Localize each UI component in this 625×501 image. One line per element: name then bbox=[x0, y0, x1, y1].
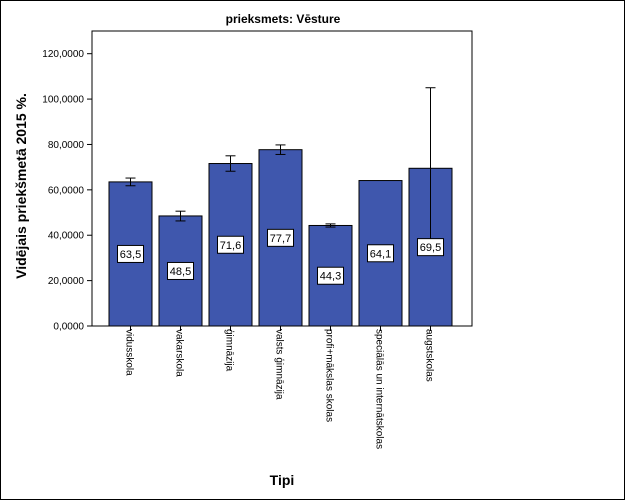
data-label-box bbox=[217, 235, 244, 254]
x-category-label: speciālās un internātskolas bbox=[374, 329, 385, 449]
data-label: 69,5 bbox=[420, 242, 441, 254]
data-label-box bbox=[317, 266, 344, 285]
y-tick-label: 100,0000 bbox=[42, 95, 84, 106]
chart-title: prieksmets: Vēsture bbox=[226, 12, 341, 26]
x-category-label: valsts ģimnāzija bbox=[274, 329, 287, 400]
data-label-box bbox=[167, 261, 194, 280]
data-label: 44,3 bbox=[320, 271, 341, 283]
y-tick-label: 80,0000 bbox=[48, 140, 85, 151]
y-tick-label: 60,0000 bbox=[48, 185, 85, 196]
y-tick-label: 40,0000 bbox=[48, 231, 85, 242]
data-label: 48,5 bbox=[170, 266, 191, 278]
data-label: 71,6 bbox=[220, 240, 241, 252]
x-category-label: augstskolas bbox=[424, 329, 435, 382]
x-axis-title: Tipi bbox=[270, 472, 295, 488]
data-label-box bbox=[267, 228, 294, 247]
y-tick-label: 120,0000 bbox=[42, 49, 84, 60]
data-label-box bbox=[117, 244, 144, 263]
data-label-box bbox=[367, 244, 394, 263]
data-label: 77,7 bbox=[270, 233, 291, 245]
y-tick-label: 20,0000 bbox=[48, 276, 85, 287]
x-category-label: vidusskola bbox=[124, 329, 135, 376]
data-label-box bbox=[417, 238, 444, 257]
y-tick-label: 0,0000 bbox=[53, 322, 84, 333]
y-axis-title: Vidējais priekšmetā 2015 %. bbox=[13, 93, 29, 279]
data-label: 64,1 bbox=[370, 248, 391, 260]
x-category-label: profi+mākslas skolas bbox=[324, 329, 335, 422]
x-category-label: ģimnāzija bbox=[224, 329, 237, 372]
data-label: 63,5 bbox=[120, 249, 141, 261]
x-category-label: vakarskola bbox=[174, 329, 185, 377]
